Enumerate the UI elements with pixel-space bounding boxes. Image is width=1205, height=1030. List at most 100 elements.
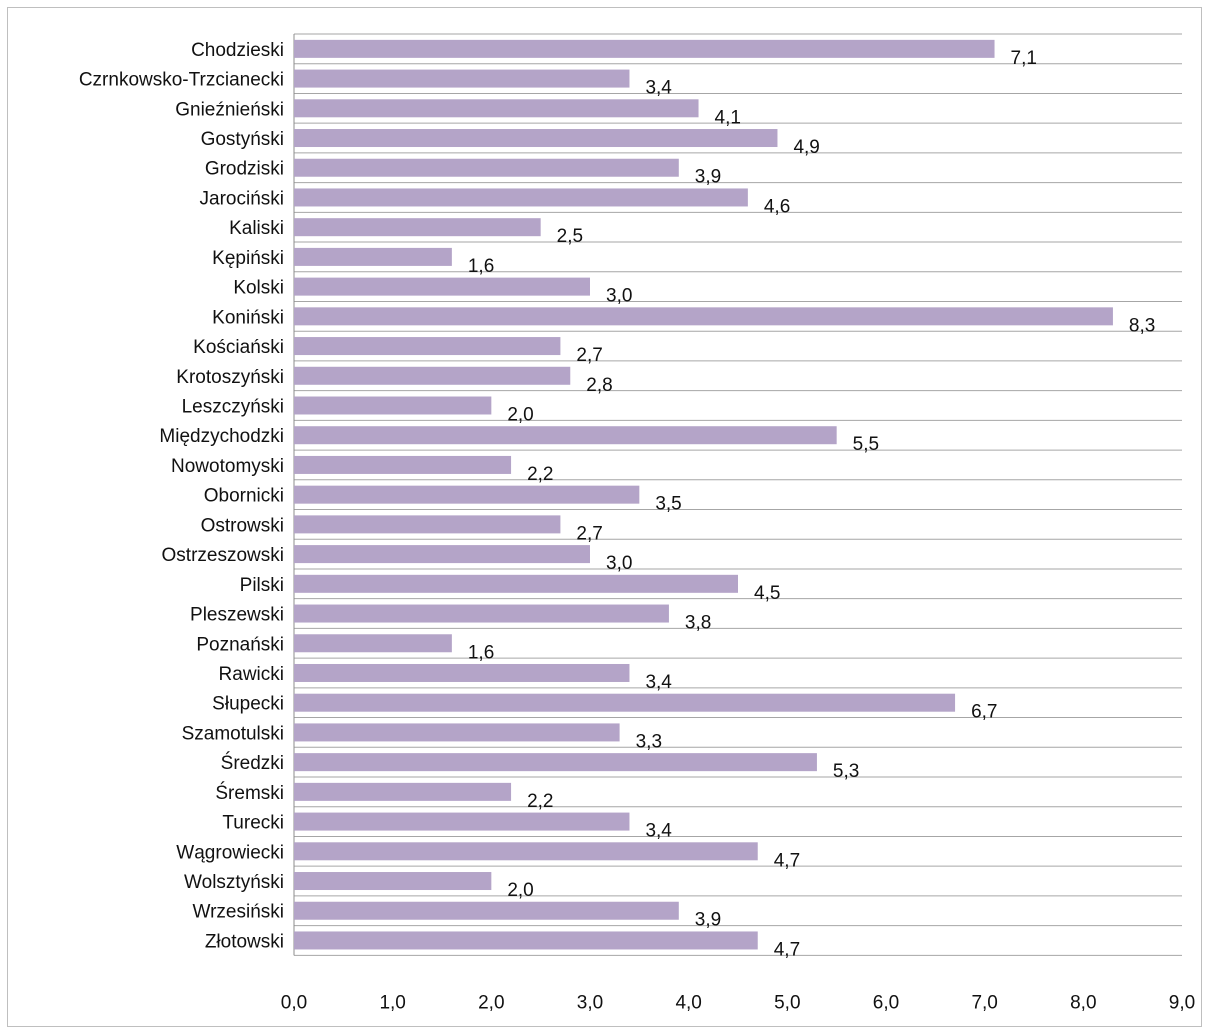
category-label: Koniński [212, 307, 284, 328]
category-label: Pleszewski [190, 605, 284, 626]
bar [294, 337, 561, 356]
x-tick-label: 7,0 [971, 992, 997, 1013]
category-label: Kaliski [229, 218, 284, 239]
bar [294, 545, 590, 564]
bar [294, 218, 541, 237]
data-label: 2,2 [527, 464, 553, 485]
bar [294, 158, 679, 177]
category-label: Szamotulski [182, 723, 284, 744]
bar [294, 753, 817, 772]
x-tick-label: 1,0 [379, 992, 405, 1013]
bar [294, 99, 699, 118]
bar-chart: Chodzieski Czrnkowsko-Trzcianecki Gnieźnie… [79, 33, 1195, 1013]
data-label: 1,6 [468, 642, 494, 663]
data-label: 1,6 [468, 256, 494, 277]
category-label: Średzki [221, 752, 284, 774]
category-label: Gnieźnieński [175, 99, 284, 120]
bar [294, 426, 837, 445]
chart-frame: Chodzieski Czrnkowsko-Trzcianecki Gnieźnie… [7, 7, 1202, 1027]
x-tick-label: 6,0 [873, 992, 899, 1013]
category-label: Złotowski [205, 931, 284, 952]
bar [294, 69, 630, 88]
data-label: 3,8 [685, 613, 711, 634]
x-tick-label: 5,0 [774, 992, 800, 1013]
bars [294, 39, 1113, 950]
category-label: Słupecki [212, 694, 284, 715]
data-label: 6,7 [971, 702, 997, 723]
category-label: Obornicki [204, 486, 284, 507]
category-label: Poznański [196, 634, 284, 655]
bar [294, 307, 1113, 326]
data-label: 3,4 [645, 672, 672, 693]
category-label: Gostyński [201, 129, 284, 150]
category-label: Czrnkowsko-Trzcianecki [79, 70, 284, 91]
bar [294, 634, 452, 653]
bar [294, 723, 620, 742]
grid-lines [293, 33, 1182, 956]
x-tick-label: 9,0 [1169, 992, 1195, 1013]
category-label: Turecki [222, 813, 284, 834]
category-label: Grodziski [205, 159, 284, 180]
data-label: 4,6 [764, 196, 790, 217]
category-label: Pilski [240, 575, 284, 596]
data-label: 5,3 [833, 761, 859, 782]
data-label: 4,9 [793, 137, 819, 158]
bar [294, 574, 738, 593]
category-label: Śremski [215, 782, 284, 804]
bar [294, 872, 492, 891]
data-label: 3,4 [645, 78, 672, 99]
x-tick-label: 8,0 [1070, 992, 1096, 1013]
category-label: Chodzieski [191, 40, 284, 61]
bar [294, 366, 571, 385]
bar [294, 782, 512, 801]
bar [294, 396, 492, 415]
data-label: 8,3 [1129, 315, 1155, 336]
category-label: Rawicki [219, 664, 284, 685]
bar [294, 39, 995, 58]
data-label: 3,3 [636, 731, 662, 752]
data-label: 5,5 [853, 434, 879, 455]
bar [294, 129, 778, 148]
x-tick-label: 2,0 [478, 992, 504, 1013]
data-label: 3,0 [606, 553, 632, 574]
category-label: Wągrowiecki [176, 842, 284, 863]
data-label: 3,5 [655, 494, 681, 515]
bar [294, 604, 669, 623]
bar [294, 277, 590, 296]
bar [294, 931, 758, 950]
bar [294, 693, 956, 712]
category-label: Międzychodzki [159, 426, 284, 447]
data-label: 7,1 [1011, 48, 1037, 69]
bar [294, 842, 758, 861]
x-tick-label: 0,0 [281, 992, 307, 1013]
data-label: 2,8 [586, 375, 612, 396]
category-label: Ostrzeszowski [162, 545, 284, 566]
category-label: Kolski [233, 278, 284, 299]
data-label: 2,7 [576, 523, 602, 544]
category-label: Kępiński [212, 248, 284, 269]
category-label: Krotoszyński [176, 367, 284, 388]
bar [294, 455, 512, 474]
data-label: 3,4 [645, 821, 672, 842]
x-tick-label: 3,0 [577, 992, 603, 1013]
data-label: 4,7 [774, 850, 800, 871]
data-label: 2,7 [576, 345, 602, 366]
data-label: 2,2 [527, 791, 553, 812]
bar [294, 663, 630, 682]
category-label: Ostrowski [201, 515, 284, 536]
bar [294, 485, 640, 504]
data-label: 3,9 [695, 910, 721, 931]
bar [294, 188, 748, 207]
category-label: Wolsztyński [184, 872, 284, 893]
category-label: Jarociński [200, 188, 284, 209]
value-labels: 7,1 3,4 4,1 4,9 3,9 4,6 2,5 1,6 3,0 8,3 2,7 2,8 2,0 5… [468, 48, 1155, 961]
bar [294, 901, 679, 920]
category-label: Nowotomyski [171, 456, 284, 477]
category-label: Leszczyński [182, 397, 284, 418]
data-label: 4,5 [754, 583, 780, 604]
data-label: 2,5 [557, 226, 583, 247]
x-tick-label: 4,0 [675, 992, 701, 1013]
x-tick-labels: 0,0 1,0 2,0 3,0 4,0 5,0 6,0 7,0 8,0 9,0 [281, 992, 1195, 1013]
category-labels: Chodzieski Czrnkowsko-Trzcianecki Gnieźnie… [79, 40, 284, 953]
data-label: 3,0 [606, 286, 632, 307]
